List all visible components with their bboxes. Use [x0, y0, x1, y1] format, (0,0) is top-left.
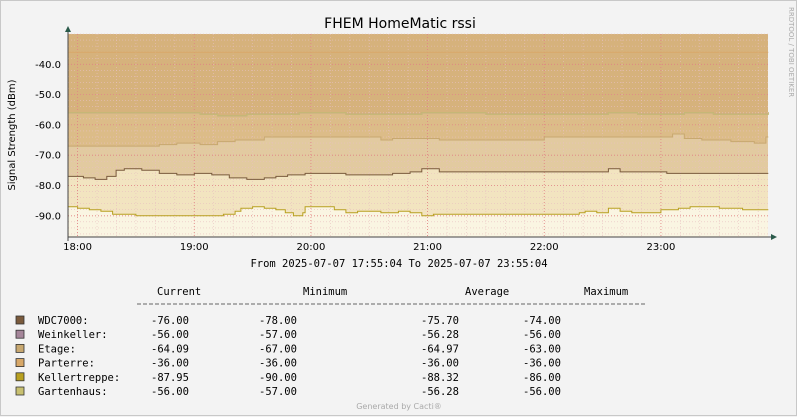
legend-maximum: -56.00 — [523, 329, 561, 341]
legend-current: -56.00 — [151, 329, 189, 341]
x-tick-label: 21:00 — [413, 242, 442, 253]
legend-row: WDC7000: -76.00 -78.00 -75.70 -74.00 — [15, 315, 561, 327]
x-tick-label: 18:00 — [63, 242, 92, 253]
y-axis-arrow — [65, 26, 71, 32]
y-axis-label: Signal Strength (dBm) — [7, 79, 18, 190]
legend-minimum: -78.00 — [259, 315, 297, 327]
legend-minimum: -90.00 — [259, 372, 297, 384]
legend-current: -76.00 — [151, 315, 189, 327]
legend-maximum: -63.00 — [523, 343, 561, 355]
series-line-etage — [68, 133, 769, 147]
series-line-wdc7000 — [68, 168, 769, 180]
legend-current: -56.00 — [151, 386, 189, 398]
legend-average: -36.00 — [421, 358, 459, 370]
period-text: From 2025-07-07 17:55:04 To 2025-07-07 2… — [250, 258, 547, 270]
legend-series-name: WDC7000: — [38, 315, 89, 327]
legend-average: -56.28 — [421, 329, 459, 341]
legend-current: -64.09 — [151, 343, 189, 355]
legend-row: Parterre: -36.00 -36.00 -36.00 -36.00 — [15, 358, 561, 370]
legend-series-name: Parterre: — [38, 358, 95, 370]
y-tick-label: -90.0 — [35, 211, 61, 222]
legend-headers: Current Minimum Average Maximum — [157, 286, 628, 298]
legend-maximum: -74.00 — [523, 315, 561, 327]
x-tick-label: 23:00 — [647, 242, 676, 253]
legend-header-current: Current — [157, 286, 201, 298]
legend-row: Gartenhaus: -56.00 -57.00 -56.28 -56.00 — [15, 386, 561, 398]
legend-current: -87.95 — [151, 372, 189, 384]
legend-average: -75.70 — [421, 315, 459, 327]
y-tick-label: -70.0 — [35, 151, 61, 162]
legend-minimum: -67.00 — [259, 343, 297, 355]
chart-title: FHEM HomeMatic rssi — [324, 16, 476, 32]
legend-minimum: -57.00 — [259, 386, 297, 398]
legend-swatch — [15, 343, 25, 353]
series-line-kellertreppe — [68, 206, 769, 217]
legend-average: -88.32 — [421, 372, 459, 384]
legend-minimum: -36.00 — [259, 358, 297, 370]
legend-swatch — [15, 386, 25, 396]
grid-lines — [68, 33, 768, 237]
y-tick-label: -50.0 — [35, 90, 61, 101]
legend-swatch — [15, 372, 25, 382]
footer-text: Generated by Cacti® — [356, 402, 442, 411]
legend-swatch — [15, 329, 25, 339]
legend-maximum: -36.00 — [523, 358, 561, 370]
legend-row: Kellertreppe: -87.95 -90.00 -88.32 -86.00 — [15, 372, 561, 384]
legend-header-minimum: Minimum — [303, 286, 347, 298]
y-tick-label: -80.0 — [35, 181, 61, 192]
legend-series-name: Kellertreppe: — [38, 372, 120, 384]
legend-header-average: Average — [465, 286, 509, 298]
legend-series-name: Etage: — [38, 343, 76, 355]
y-tick-label: -40.0 — [35, 60, 61, 71]
series-line-gartenhaus — [68, 112, 769, 117]
y-tick-labels: -40.0 -50.0 -60.0 -70.0 -80.0 -90.0 — [35, 60, 61, 222]
legend-current: -36.00 — [151, 358, 189, 370]
x-axis-arrow — [771, 234, 777, 240]
x-tick-labels: 18:00 19:00 20:00 21:00 22:00 23:00 — [63, 242, 675, 253]
x-tick-label: 19:00 — [180, 242, 209, 253]
legend-swatch — [15, 315, 25, 325]
legend-average: -64.97 — [421, 343, 459, 355]
x-tick-label: 22:00 — [530, 242, 559, 253]
legend-minimum: -57.00 — [259, 329, 297, 341]
legend-maximum: -86.00 — [523, 372, 561, 384]
legend-average: -56.28 — [421, 386, 459, 398]
legend-maximum: -56.00 — [523, 386, 561, 398]
legend-rows: WDC7000: -76.00 -78.00 -75.70 -74.00 Weinkell… — [15, 315, 561, 398]
x-tick-label: 20:00 — [297, 242, 326, 253]
axes — [65, 26, 777, 241]
legend-row: Etage: -64.09 -67.00 -64.97 -63.00 — [15, 343, 561, 355]
legend-header-maximum: Maximum — [584, 286, 628, 298]
legend-row: Weinkeller: -56.00 -57.00 -56.28 -56.00 — [15, 329, 561, 341]
legend-series-name: Weinkeller: — [38, 329, 108, 341]
series-lines — [68, 51, 769, 217]
legend-swatch — [15, 358, 25, 368]
y-tick-label: -60.0 — [35, 120, 61, 131]
legend-series-name: Gartenhaus: — [38, 386, 108, 398]
rrdtool-side-label: RRDTOOL / TOBI OETIKER — [787, 7, 795, 97]
band-kellertreppe-area — [68, 206, 769, 237]
